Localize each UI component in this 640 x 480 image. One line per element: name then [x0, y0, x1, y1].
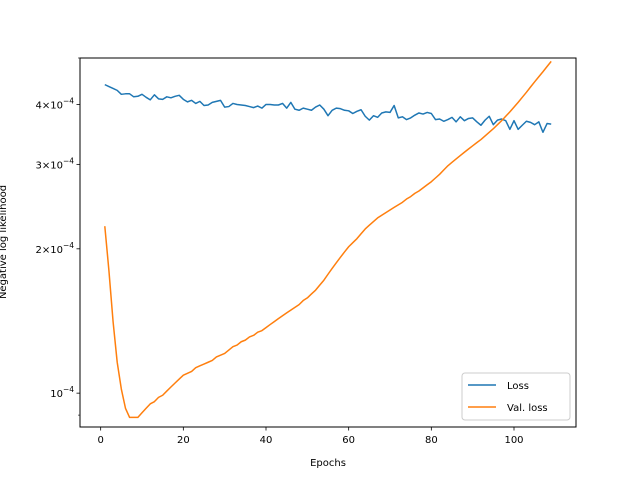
axes-layer: [79, 57, 577, 428]
legend-label-val-loss: Val. loss: [507, 403, 548, 414]
y-axis-label: Negative log likelihood: [0, 185, 9, 299]
x-tick-label: 40: [260, 435, 273, 446]
series-line-loss: [104, 83, 552, 134]
x-axis-label: Epochs: [310, 458, 346, 469]
x-tick-label: 60: [342, 435, 355, 446]
legend: Loss Val. loss: [461, 372, 571, 421]
series-line-val-loss: [104, 60, 552, 419]
x-tick-label: 0: [97, 435, 103, 446]
ticks-layer: 0 20 40 60 80 100 10−4 2×10−4 3×10−4 4×10−4: [35, 57, 524, 446]
y-tick-label: 4×10−4: [35, 96, 74, 111]
y-tick-label: 2×10−4: [35, 241, 74, 256]
plot-frame: [79, 57, 577, 428]
y-tick-label: 10−4: [50, 385, 74, 400]
x-tick-label: 100: [504, 435, 523, 446]
legend-label-loss: Loss: [507, 381, 529, 392]
x-tick-label: 80: [425, 435, 438, 446]
series-layer: [104, 60, 552, 419]
x-tick-label: 20: [177, 435, 190, 446]
y-tick-label: 3×10−4: [35, 156, 74, 171]
